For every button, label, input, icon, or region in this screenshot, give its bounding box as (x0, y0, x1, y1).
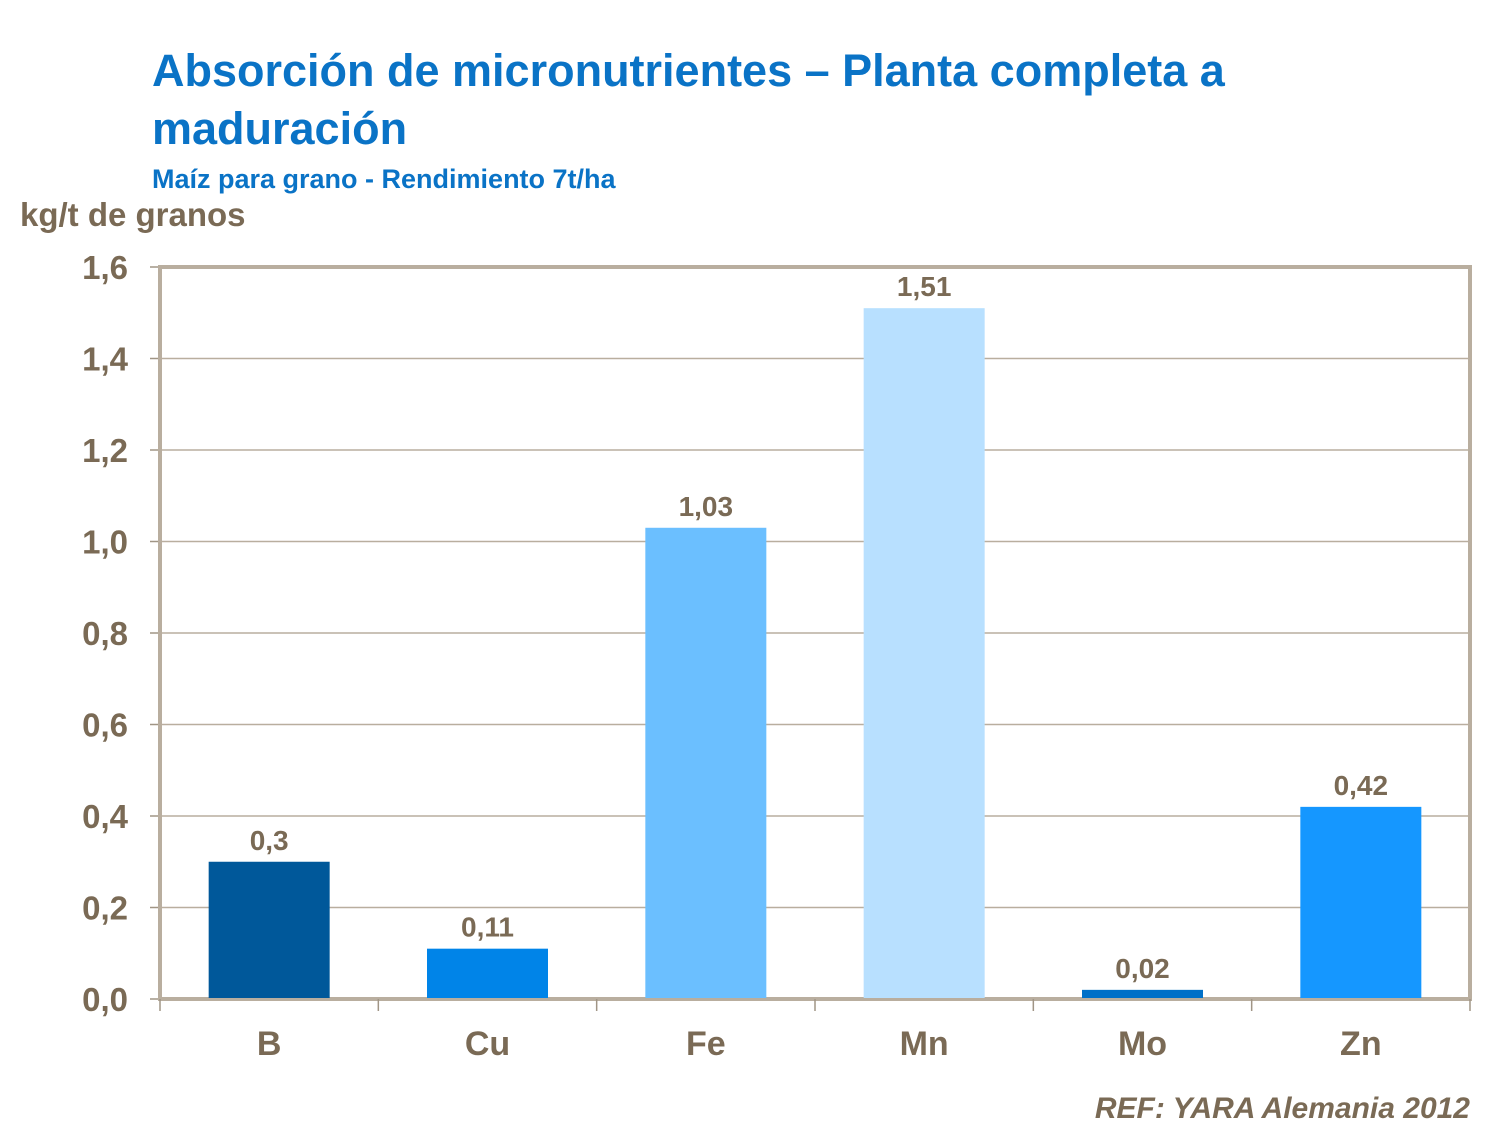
y-tick-label: 0,2 (82, 890, 128, 927)
y-axis-label: kg/t de granos (20, 196, 246, 233)
y-tick-label: 1,2 (82, 432, 128, 469)
data-label: 1,03 (679, 491, 734, 522)
bar-mn (863, 308, 985, 998)
chart-subtitle: Maíz para grano - Rendimiento 7t/ha (152, 164, 616, 194)
chart-title: Absorción de micronutrientes – Planta co… (152, 45, 1225, 154)
y-tick-label: 0,6 (82, 707, 128, 744)
y-tick-label: 1,0 (82, 524, 128, 561)
data-label: 0,11 (461, 912, 514, 943)
y-tick-label: 0,8 (82, 615, 128, 652)
y-tick-label: 1,4 (82, 341, 129, 378)
x-tick-label: Zn (1340, 1025, 1382, 1063)
bar-mo (1082, 989, 1203, 998)
x-tick-label: B (257, 1025, 282, 1063)
y-tick-label: 0,0 (82, 981, 128, 1018)
x-tick-label: Cu (465, 1025, 510, 1063)
bar-cu (427, 948, 548, 998)
x-tick-label: Fe (686, 1025, 726, 1063)
reference-note: REF: YARA Alemania 2012 (1094, 1092, 1470, 1125)
bar-zn (1300, 806, 1422, 998)
bar-fe (645, 527, 767, 998)
data-label: 0,42 (1334, 770, 1389, 801)
y-tick-label: 1,6 (82, 249, 128, 286)
data-label: 1,51 (897, 271, 952, 302)
y-tick-label: 0,4 (82, 798, 129, 835)
x-tick-label: Mn (900, 1025, 949, 1063)
bar-b (208, 861, 330, 998)
data-label: 0,3 (250, 825, 289, 856)
x-tick-label: Mo (1118, 1025, 1167, 1063)
data-label: 0,02 (1115, 953, 1170, 984)
